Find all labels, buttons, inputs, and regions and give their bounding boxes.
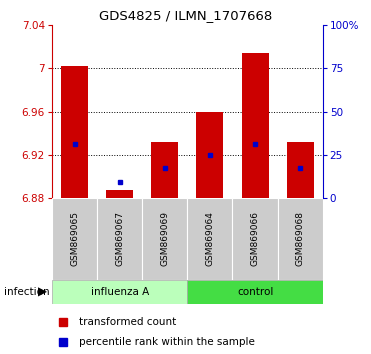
Bar	[61, 66, 88, 198]
Text: control: control	[237, 287, 273, 297]
Bar	[142, 198, 187, 280]
Text: influenza A: influenza A	[91, 287, 149, 297]
Bar	[287, 142, 314, 198]
Text: GSM869065: GSM869065	[70, 211, 79, 267]
Bar	[52, 198, 97, 280]
Text: infection: infection	[4, 287, 49, 297]
Text: GSM869066: GSM869066	[250, 211, 260, 267]
Text: percentile rank within the sample: percentile rank within the sample	[79, 337, 255, 348]
Bar	[187, 280, 323, 304]
Text: GDS4825 / ILMN_1707668: GDS4825 / ILMN_1707668	[99, 9, 272, 22]
Text: ▶: ▶	[38, 286, 47, 298]
Text: GSM869064: GSM869064	[206, 211, 214, 267]
Bar	[233, 198, 278, 280]
Bar	[196, 112, 223, 198]
Text: GSM869068: GSM869068	[296, 211, 305, 267]
Text: GSM869067: GSM869067	[115, 211, 124, 267]
Bar	[151, 142, 178, 198]
Text: GSM869069: GSM869069	[160, 211, 169, 267]
Text: transformed count: transformed count	[79, 317, 176, 327]
Bar	[278, 198, 323, 280]
Bar	[187, 198, 233, 280]
Bar	[97, 198, 142, 280]
Bar	[52, 280, 187, 304]
Bar	[106, 190, 133, 198]
Bar	[242, 53, 269, 198]
